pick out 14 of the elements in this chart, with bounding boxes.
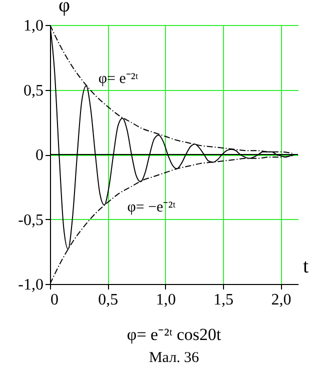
text: φ= e⁻²ᵗ cos20t	[126, 325, 222, 344]
y-axis-title: φ	[58, 0, 70, 16]
x-tick-label: 1,0	[156, 292, 176, 308]
x-axis-title: t	[302, 256, 309, 278]
x-tick-label: 1,5	[214, 292, 234, 308]
x-tick-label: 2,0	[271, 292, 292, 308]
x-tick-label: 0	[50, 292, 58, 308]
y-tick-label: -1,0	[18, 276, 44, 294]
y-tick-label: 0,5	[24, 82, 44, 100]
y-tick-label: 1,0	[24, 18, 44, 34]
x-tick-label: 0,5	[98, 292, 118, 308]
y-tick-label: -0,5	[18, 212, 44, 229]
text: Мал. 36	[148, 350, 200, 366]
y-tick-label: 0	[36, 147, 44, 164]
